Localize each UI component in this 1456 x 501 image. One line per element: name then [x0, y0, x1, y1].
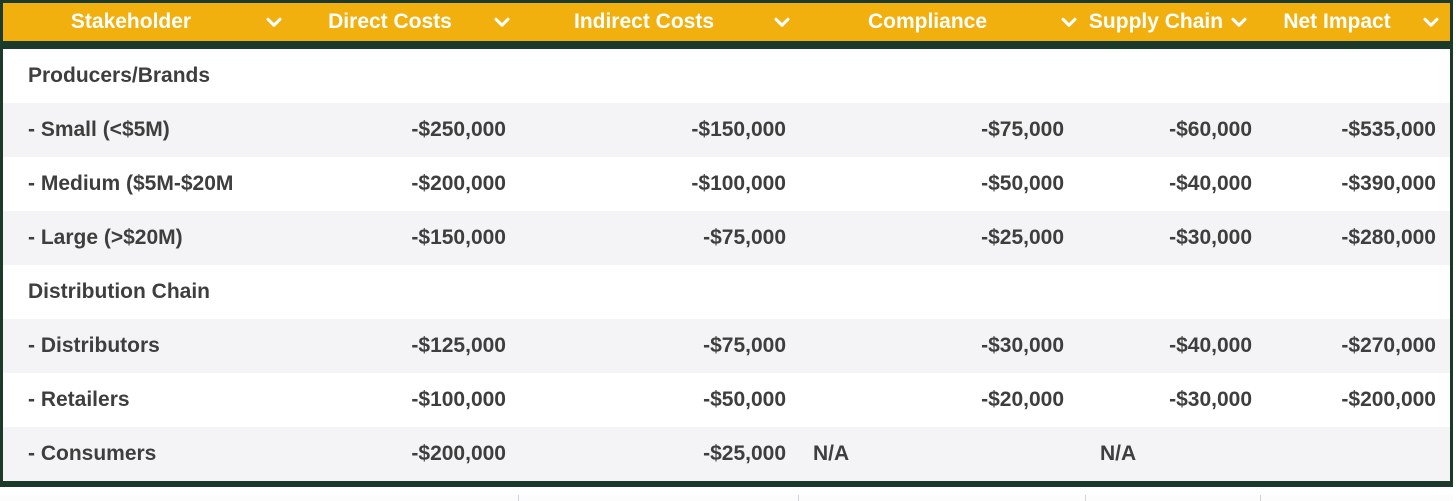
- group-row: Distribution Chain: [3, 265, 1450, 319]
- chevron-down-icon[interactable]: [1056, 9, 1082, 35]
- value-cell: -$30,000: [1169, 388, 1252, 411]
- group-row: Producers/Brands: [3, 49, 1450, 103]
- value-cell: [1258, 49, 1450, 103]
- table-header-row: Stakeholder Direct Costs Indirect Costs Com…: [3, 3, 1450, 49]
- value-cell: [293, 265, 521, 319]
- column-header-direct-costs[interactable]: Direct Costs: [293, 3, 521, 41]
- table-row: - Medium ($5M-$20M -$200,000 -$100,000 -$50…: [3, 157, 1450, 211]
- value-cell: -$30,000: [981, 334, 1064, 357]
- gridline-tick: [798, 495, 799, 501]
- column-header-label: Indirect Costs: [573, 10, 715, 33]
- value-cell: -$50,000: [981, 172, 1064, 195]
- value-cell: -$280,000: [1341, 226, 1436, 249]
- table-row: - Distributors -$125,000 -$75,000 -$30,000 -…: [3, 319, 1450, 373]
- value-cell: -$60,000: [1169, 118, 1252, 141]
- value-cell: -$125,000: [411, 334, 506, 357]
- value-cell: N/A: [1100, 442, 1137, 465]
- column-header-label: Supply Chain: [1088, 10, 1224, 33]
- value-cell: -$25,000: [981, 226, 1064, 249]
- group-label-cell: Distribution Chain: [28, 280, 210, 303]
- table-row: - Retailers -$100,000 -$50,000 -$20,000 -$30…: [3, 373, 1450, 427]
- column-header-net-impact[interactable]: Net Impact: [1258, 3, 1450, 41]
- value-cell: -$535,000: [1341, 118, 1436, 141]
- value-cell: [1258, 265, 1450, 319]
- stakeholder-label-cell: - Retailers: [28, 388, 130, 411]
- column-header-indirect-costs[interactable]: Indirect Costs: [521, 3, 801, 41]
- value-cell: -$75,000: [981, 118, 1064, 141]
- value-cell: -$20,000: [981, 388, 1064, 411]
- chevron-down-icon[interactable]: [261, 9, 287, 35]
- column-header-label: Compliance: [867, 10, 988, 33]
- value-cell: -$150,000: [691, 118, 786, 141]
- stakeholder-label-cell: - Small (<$5M): [28, 118, 170, 141]
- value-cell: -$200,000: [411, 172, 506, 195]
- stakeholder-label-cell: - Consumers: [28, 442, 157, 465]
- clipped-next-row: [0, 495, 1453, 501]
- value-cell: -$390,000: [1341, 172, 1436, 195]
- value-cell: -$40,000: [1169, 334, 1252, 357]
- column-header-label: Net Impact: [1283, 10, 1391, 33]
- column-header-stakeholder[interactable]: Stakeholder: [3, 3, 293, 41]
- chevron-down-icon[interactable]: [1226, 9, 1252, 35]
- value-cell: -$150,000: [411, 226, 506, 249]
- value-cell: -$50,000: [703, 388, 786, 411]
- value-cell: [1258, 427, 1450, 481]
- value-cell: -$200,000: [411, 442, 506, 465]
- value-cell: -$40,000: [1169, 172, 1252, 195]
- value-cell: -$100,000: [691, 172, 786, 195]
- stakeholder-impact-table: Stakeholder Direct Costs Indirect Costs Com…: [0, 0, 1453, 487]
- table-row: - Small (<$5M) -$250,000 -$150,000 -$75,000…: [3, 103, 1450, 157]
- value-cell: -$200,000: [1341, 388, 1436, 411]
- chevron-down-icon[interactable]: [769, 9, 795, 35]
- gridline-tick: [518, 495, 519, 501]
- table-row: - Large (>$20M) -$150,000 -$75,000 -$25,000…: [3, 211, 1450, 265]
- value-cell: -$250,000: [411, 118, 506, 141]
- value-cell: [521, 265, 801, 319]
- value-cell: [801, 265, 1088, 319]
- value-cell: -$100,000: [411, 388, 506, 411]
- stakeholder-label-cell: - Medium ($5M-$20M: [28, 172, 234, 195]
- value-cell: [1088, 265, 1258, 319]
- stakeholder-label-cell: - Large (>$20M): [28, 226, 183, 249]
- column-header-label: Stakeholder: [70, 10, 192, 33]
- value-cell: [1088, 49, 1258, 103]
- chevron-down-icon[interactable]: [1418, 9, 1444, 35]
- table-body: Producers/Brands - Small (<$5M) -$250,000-…: [3, 49, 1450, 481]
- value-cell: -$75,000: [703, 334, 786, 357]
- column-header-label: Direct Costs: [328, 10, 452, 33]
- stakeholder-label-cell: - Distributors: [28, 334, 160, 357]
- table-row: - Consumers -$200,000 -$25,000 N/A N/A: [3, 427, 1450, 481]
- column-header-supply-chain[interactable]: Supply Chain: [1088, 3, 1258, 41]
- column-header-compliance[interactable]: Compliance: [801, 3, 1088, 41]
- value-cell: -$75,000: [703, 226, 786, 249]
- group-label-cell: Producers/Brands: [28, 64, 211, 87]
- value-cell: [801, 49, 1088, 103]
- gridline-tick: [1260, 495, 1261, 501]
- value-cell: N/A: [813, 442, 850, 465]
- value-cell: -$30,000: [1169, 226, 1252, 249]
- chevron-down-icon[interactable]: [489, 9, 515, 35]
- value-cell: -$270,000: [1341, 334, 1436, 357]
- gridline-tick: [1085, 495, 1086, 501]
- value-cell: -$25,000: [703, 442, 786, 465]
- value-cell: [521, 49, 801, 103]
- value-cell: [293, 49, 521, 103]
